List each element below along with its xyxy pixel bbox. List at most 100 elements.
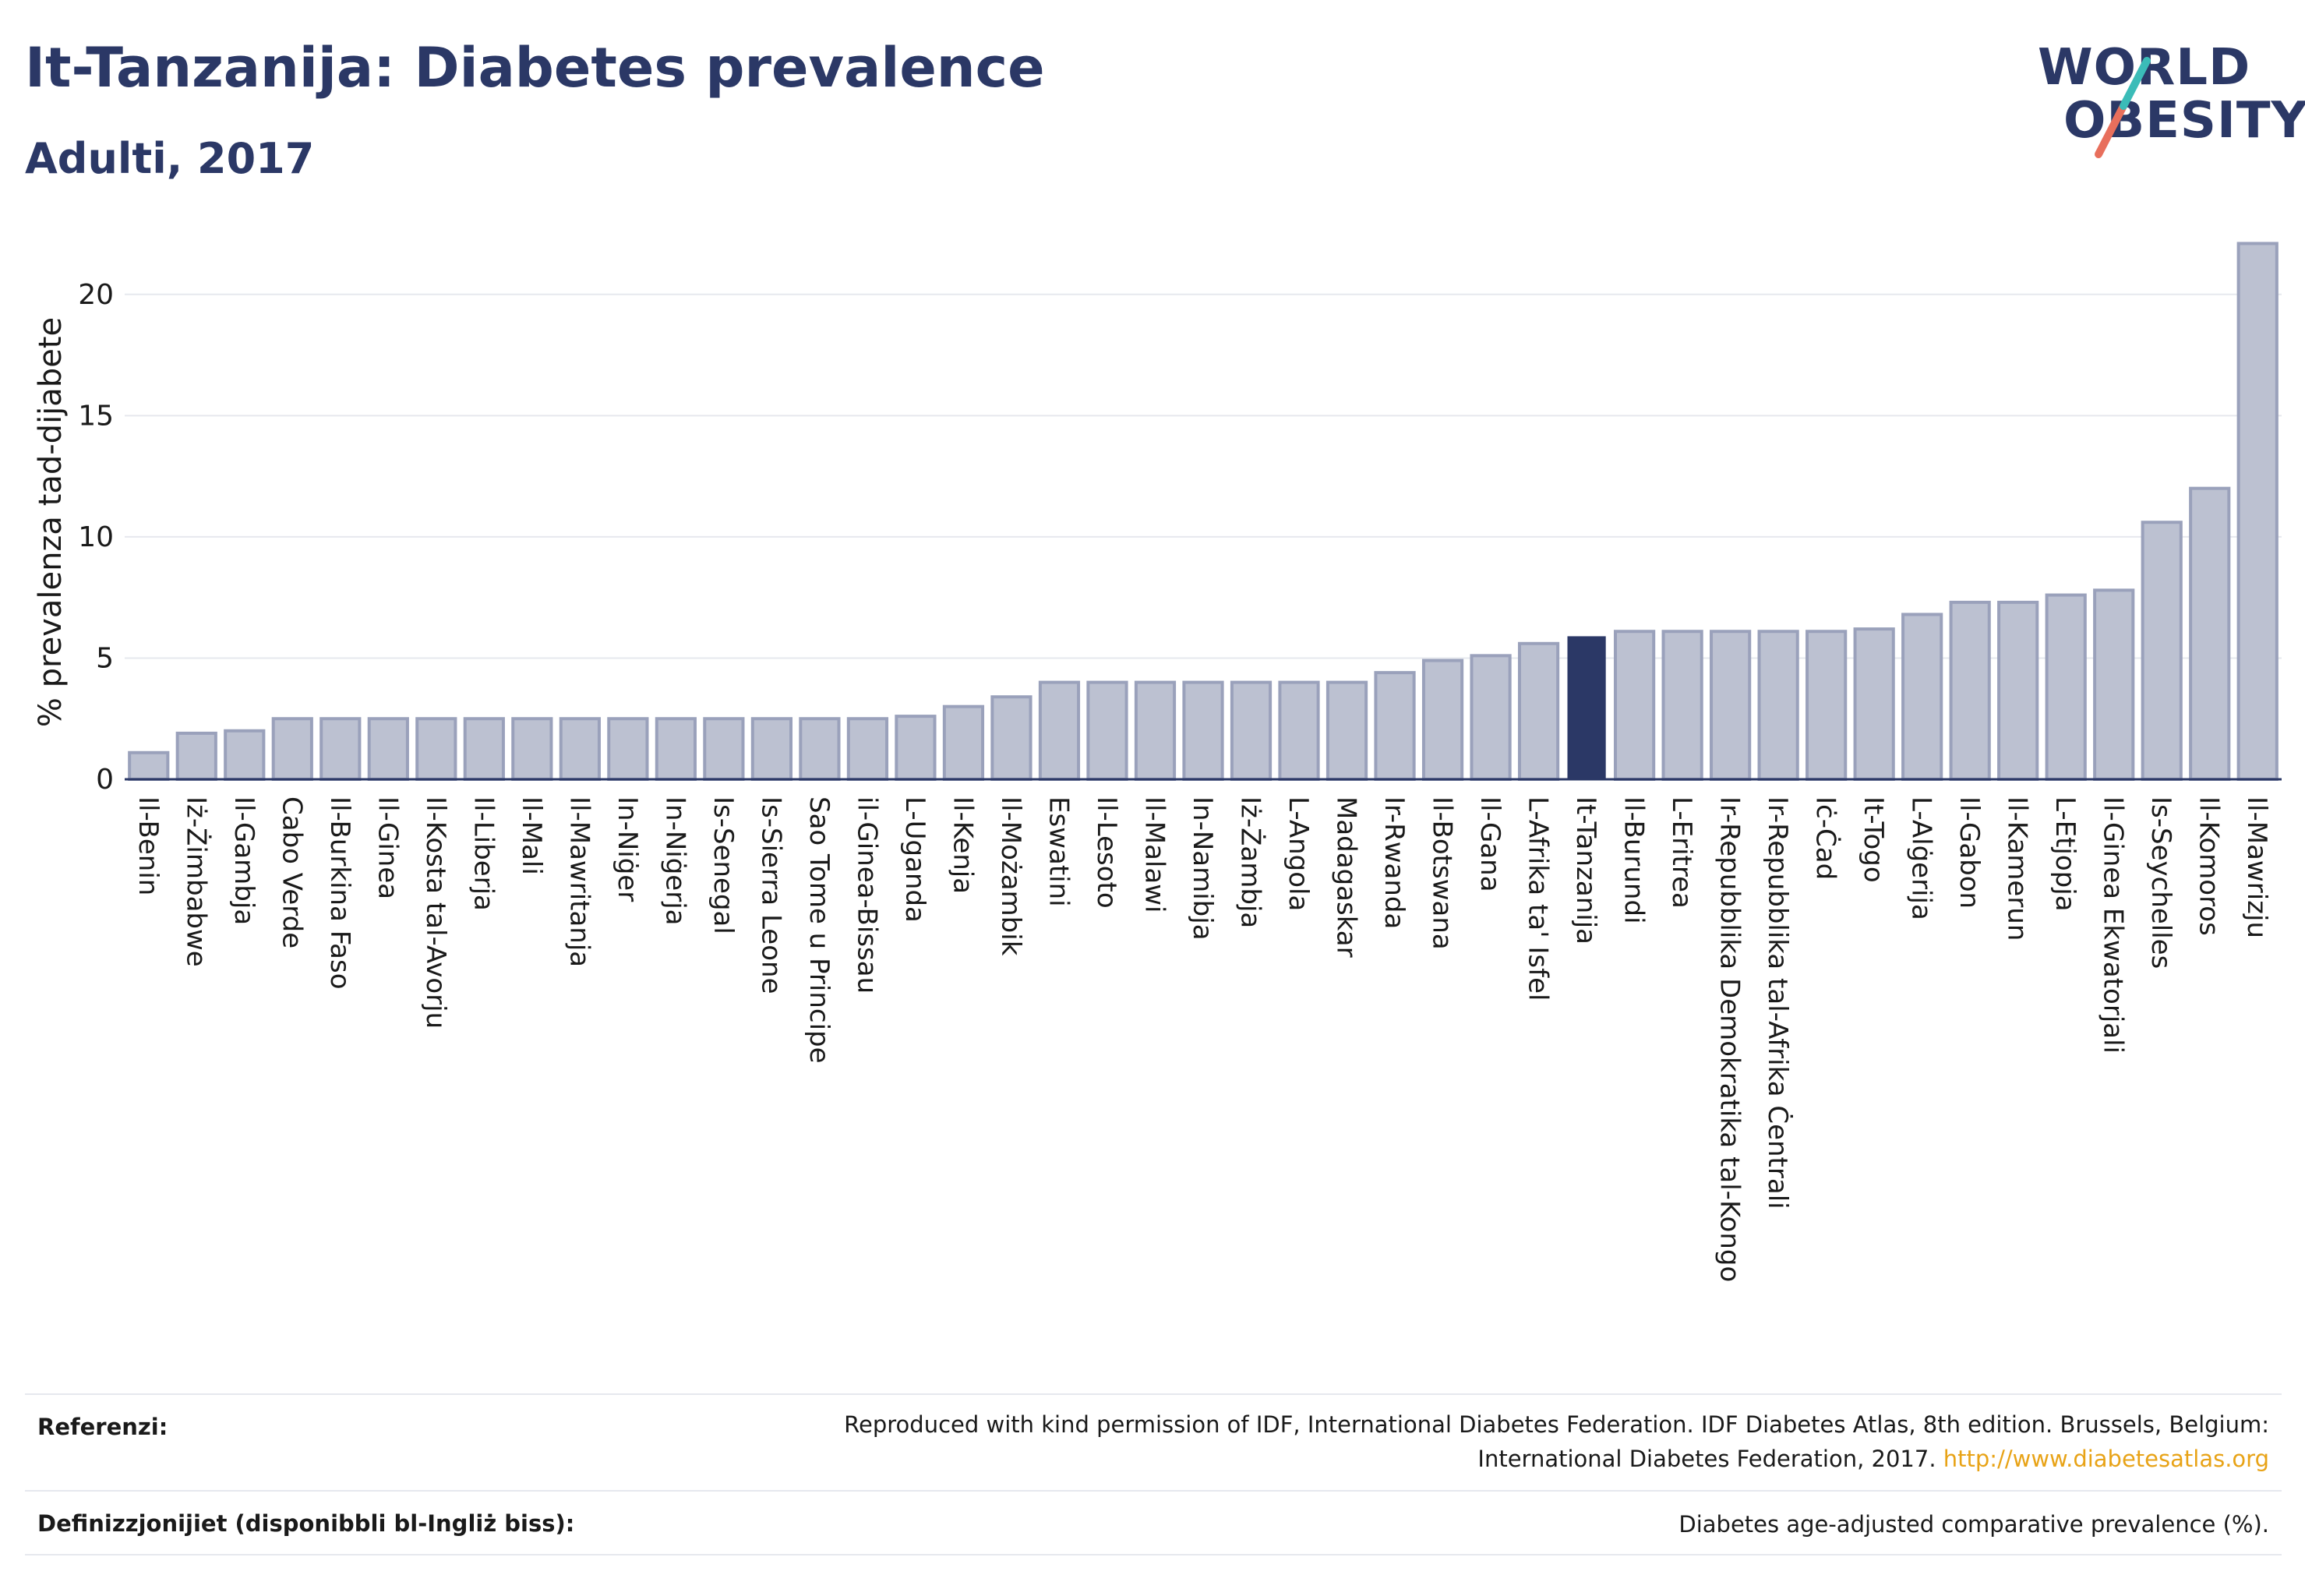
chart-title: It-Tanzanija: Diabetes prevalence (25, 36, 1045, 100)
bar (1470, 654, 1512, 781)
x-tick-label: L-Eritrea (1666, 796, 1697, 909)
x-tick-label: L-Afrika ta' Isfel (1523, 796, 1554, 1001)
x-tick-label: L-Uganda (899, 796, 930, 923)
references-link[interactable]: http://www.diabetesatlas.org (1943, 1446, 2269, 1472)
x-tick-label: Eswatini (1043, 796, 1074, 907)
x-tick-label: Iż-Żimbabwe (180, 796, 211, 967)
x-tick-label: il-Ginea-Bissau (851, 796, 882, 994)
bar (511, 717, 553, 782)
bar (271, 717, 313, 782)
bar (1853, 627, 1895, 781)
footer-divider-mid (25, 1490, 2282, 1492)
bar (1134, 680, 1177, 781)
x-tick-label: Is-Seychelles (2145, 796, 2176, 969)
x-tick-label: Il-Ginea Ekwatorjali (2098, 796, 2129, 1054)
references-line1: Reproduced with kind permission of IDF, … (844, 1411, 2269, 1438)
bar (895, 715, 937, 781)
x-tick-label: Ir-Rwanda (1378, 796, 1410, 929)
references-line2-text: International Diabetes Federation, 2017. (1477, 1446, 1936, 1472)
x-tick-label: Il-Gana (1474, 796, 1505, 892)
bar (1517, 641, 1560, 781)
bar (2189, 486, 2231, 781)
bar (319, 717, 362, 782)
footer-references: Referenzi: Reproduced with kind permissi… (25, 1403, 2282, 1484)
footer-definitions: Definizzjonijiet (disponibbli bl-Ingliż … (25, 1499, 2282, 1554)
bar (1613, 630, 1656, 781)
x-tick-label: Il-Liberja (468, 796, 499, 911)
x-tick-label: It-Tanzanija (1570, 796, 1601, 945)
x-tick-label: Il-Benin (132, 796, 164, 895)
x-tick-label: Il-Malawi (1138, 796, 1170, 913)
y-tick-label: 0 (96, 764, 114, 796)
x-tick-label: Il-Botswana (1427, 796, 1458, 950)
x-tick-label: L-Alġerija (1906, 796, 1937, 920)
x-tick-label: Il-Mawritanja (563, 796, 595, 967)
x-tick-label: Sao Tome u Principe (803, 796, 835, 1064)
bar (990, 695, 1032, 782)
definitions-text: Diabetes age-adjusted comparative preval… (1678, 1511, 2269, 1538)
x-tick-label: Il-Ginea (372, 796, 403, 899)
x-tick-label: Il-Komoros (2194, 796, 2225, 936)
x-tick-label: Il-Gambja (228, 796, 259, 925)
bar (655, 717, 697, 782)
bar (1038, 680, 1081, 781)
y-tick-label: 20 (78, 279, 114, 311)
bar (2236, 242, 2279, 781)
x-tick-label: Il-Mali (516, 796, 547, 875)
x-tick-label: Ir-Repubblika Demokratika tal-Kongo (1714, 796, 1746, 1282)
x-tick-label: Iż-Żambja (1235, 796, 1266, 928)
bar (1661, 630, 1703, 781)
references-line2: International Diabetes Federation, 2017.… (844, 1442, 2269, 1476)
x-tick-label: Il-Kosta tal-Avorju (420, 796, 451, 1029)
bar (799, 717, 841, 782)
x-tick-label: Il-Burkina Faso (324, 796, 355, 990)
bar (559, 717, 601, 782)
footer-divider-top (25, 1393, 2282, 1395)
bar (846, 717, 889, 782)
x-tick-label: In-Niġer (612, 796, 643, 902)
bar (224, 729, 266, 781)
world-obesity-logo: WORLD OBESITY (2038, 39, 2305, 164)
x-tick-label: Madagaskar (1331, 796, 1362, 958)
bar-chart: 0 5 10 15 20 % prevalenza tad-dijabete Il-Beni… (33, 242, 2282, 1282)
bar (1086, 680, 1128, 781)
x-tick-label: It-Togo (1858, 796, 1889, 883)
bar (1949, 600, 1991, 782)
bar (2141, 521, 2183, 781)
bar (1278, 680, 1320, 781)
x-tick-label: Il-Mawrizju (2241, 796, 2272, 938)
bar (415, 717, 457, 782)
x-tick-label: Iċ-Ċad (1810, 796, 1842, 880)
bar (1374, 671, 1416, 781)
bar (1997, 600, 2039, 782)
bar (2045, 593, 2087, 781)
bar (942, 704, 985, 782)
chart-subtitle: Adulti, 2017 (25, 134, 315, 183)
logo-slash-icon (2095, 57, 2151, 158)
x-tick-label: Il-Gabon (1954, 796, 1985, 909)
bar (1230, 680, 1273, 781)
bar (1757, 630, 1799, 781)
y-axis-label: % prevalenza tad-dijabete (33, 317, 69, 727)
x-tick-label: In-Namibja (1187, 796, 1218, 941)
references-label: Referenzi: (37, 1414, 168, 1440)
x-tick-label: L-Angola (1283, 796, 1314, 911)
bar (1567, 636, 1606, 779)
x-tick-label: Il-Kamerun (2002, 796, 2033, 941)
bar (703, 717, 745, 782)
x-tick-label: L-Etjopja (2049, 796, 2081, 912)
bar (1806, 630, 1848, 781)
bar (1182, 680, 1224, 781)
y-tick-label: 15 (78, 400, 114, 432)
bar (607, 717, 649, 782)
bar (1901, 613, 1943, 782)
x-tick-label: Il-Lesoto (1091, 796, 1122, 909)
y-tick-label: 10 (78, 521, 114, 553)
x-tick-label: Il-Możambik (995, 796, 1026, 956)
bar (2093, 588, 2135, 782)
bar (367, 717, 409, 782)
y-tick-label: 5 (96, 642, 114, 674)
x-tick-label: Cabo Verde (276, 796, 307, 948)
bar (463, 717, 505, 782)
x-tick-label: In-Niġerja (659, 796, 690, 925)
